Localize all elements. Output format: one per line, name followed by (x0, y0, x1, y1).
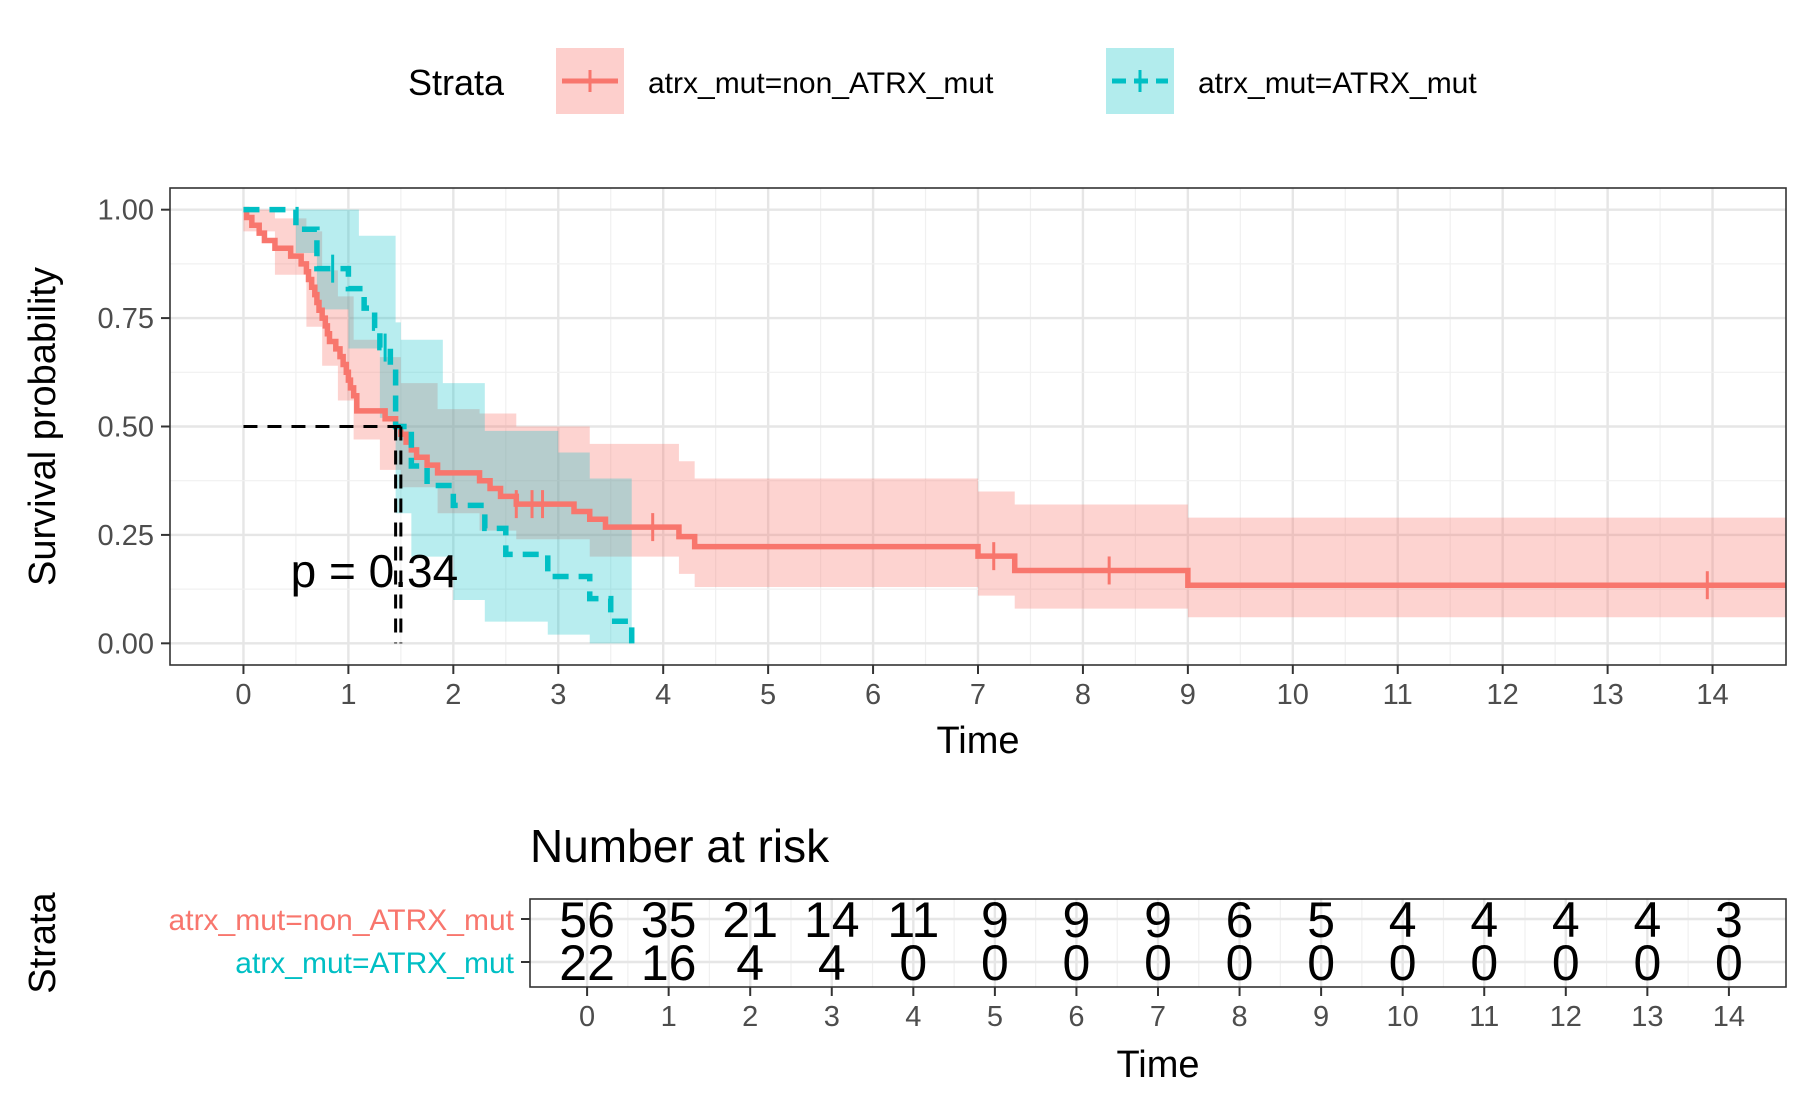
risk-table-x-axis-title: Time (1116, 1044, 1199, 1086)
risk-x-tick-label: 10 (1387, 1001, 1419, 1033)
risk-x-tick-label: 5 (987, 1001, 1003, 1033)
risk-x-tick-label: 8 (1231, 1001, 1247, 1033)
legend: Strata atrx_mut=non_ATRX_mut atrx_mut=AT… (408, 48, 1477, 114)
risk-cell: 5 (1307, 892, 1335, 948)
risk-cell: 0 (1552, 935, 1580, 991)
km-x-tick-label: 10 (1277, 679, 1309, 711)
risk-cell: 14 (804, 892, 860, 948)
risk-cell: 4 (1552, 892, 1580, 948)
risk-cell: 0 (1226, 935, 1254, 991)
risk-cell: 0 (1144, 935, 1172, 991)
risk-cell: 9 (1063, 892, 1091, 948)
km-y-tick-label: 0.75 (98, 303, 154, 335)
risk-cell: 4 (1633, 892, 1661, 948)
km-y-tick-label: 0.25 (98, 520, 154, 552)
median-survival-lines (243, 425, 403, 644)
risk-x-tick-label: 1 (661, 1001, 677, 1033)
risk-table-gridlines (530, 899, 1786, 987)
risk-cell: 0 (1063, 935, 1091, 991)
km-x-tick-label: 11 (1383, 679, 1413, 711)
km-x-tick-label: 5 (760, 679, 776, 711)
km-x-tick-label: 2 (445, 679, 461, 711)
p-value-annotation: p = 0.34 (291, 545, 459, 597)
risk-cell: 0 (981, 935, 1009, 991)
risk-cell: 9 (1144, 892, 1172, 948)
km-x-tick-label: 13 (1591, 679, 1623, 711)
risk-x-tick-label: 14 (1713, 1001, 1745, 1033)
risk-table: Number at risk 56 35 21 14 11 9 9 9 6 5 4 4 4 4 322 16 4… (22, 820, 1787, 1086)
km-confidence-bands (243, 209, 1786, 644)
risk-x-tick-label: 2 (742, 1001, 758, 1033)
km-x-tick-label: 12 (1487, 679, 1519, 711)
risk-cell: 0 (1307, 935, 1335, 991)
survival-curve-non-atrx (243, 206, 1786, 588)
risk-table-y-axis-title: Strata (22, 891, 64, 993)
km-x-tick-label: 7 (970, 679, 986, 711)
risk-table-x-axis: 0 1 2 3 4 5 6 7 8 9 10 11 12 13 14 (579, 987, 1745, 1033)
risk-x-tick-label: 0 (579, 1001, 595, 1033)
km-x-tick-label: 0 (235, 679, 251, 711)
risk-table-cells: 56 35 21 14 11 9 9 9 6 5 4 4 4 4 322 16 4 4 0 0 0 0 0 0 0 0 0 0 0 (559, 892, 1743, 991)
risk-cell: 0 (1389, 935, 1417, 991)
legend-label-non-atrx: atrx_mut=non_ATRX_mut (648, 67, 994, 100)
risk-cell: 0 (1633, 935, 1661, 991)
km-curves (243, 206, 1786, 644)
km-y-axis: 0.00 0.25 0.50 0.75 1.00 (98, 195, 170, 660)
risk-cell: 0 (1715, 935, 1743, 991)
km-x-tick-label: 9 (1180, 679, 1196, 711)
risk-cell: 4 (736, 935, 764, 991)
ci-band-atrx (243, 209, 632, 644)
risk-table-strata-axis: atrx_mut=non_ATRX_mut atrx_mut=ATRX_mut (169, 904, 530, 980)
risk-cell: 9 (981, 892, 1009, 948)
km-y-tick-label: 0.50 (98, 412, 154, 444)
risk-x-tick-label: 11 (1469, 1001, 1499, 1033)
km-y-tick-label: 1.00 (98, 195, 154, 227)
km-x-axis-title: Time (936, 720, 1019, 762)
km-x-tick-label: 4 (655, 679, 671, 711)
risk-table-title: Number at risk (530, 820, 830, 872)
km-x-tick-label: 3 (550, 679, 566, 711)
risk-cell: 4 (1470, 892, 1498, 948)
risk-x-tick-label: 9 (1313, 1001, 1329, 1033)
risk-cell: 35 (641, 892, 697, 948)
risk-cell: 11 (887, 892, 939, 948)
risk-cell: 0 (899, 935, 927, 991)
risk-x-tick-label: 6 (1068, 1001, 1084, 1033)
risk-cell: 0 (1470, 935, 1498, 991)
risk-x-tick-label: 7 (1150, 1001, 1166, 1033)
risk-strata-label: atrx_mut=non_ATRX_mut (169, 904, 515, 937)
km-x-tick-label: 8 (1075, 679, 1091, 711)
risk-cell: 22 (559, 935, 615, 991)
survival-curve-atrx (243, 206, 635, 644)
risk-cell: 56 (559, 892, 615, 948)
km-x-axis: 0 1 2 3 4 5 6 7 8 9 10 11 12 13 14 (235, 665, 1729, 711)
risk-cell: 3 (1715, 892, 1743, 948)
km-x-tick-label: 6 (865, 679, 881, 711)
risk-cell: 21 (722, 892, 778, 948)
km-plot-area: 0 1 2 3 4 5 6 7 8 9 10 11 12 13 14 0.000.250.500.751.0… (22, 187, 1787, 762)
risk-cell: 6 (1226, 892, 1254, 948)
km-y-tick-label: 0.00 (98, 628, 154, 660)
km-censor-marks (331, 254, 1709, 600)
km-x-tick-label: 1 (340, 679, 356, 711)
risk-x-tick-label: 12 (1550, 1001, 1582, 1033)
km-y-axis-title: Survival probability (22, 267, 64, 586)
risk-cell: 4 (1389, 892, 1417, 948)
ci-band-non-atrx (243, 209, 1786, 618)
risk-cell: 16 (641, 935, 697, 991)
risk-cell: 4 (818, 935, 846, 991)
legend-label-atrx: atrx_mut=ATRX_mut (1198, 67, 1477, 100)
risk-strata-label: atrx_mut=ATRX_mut (235, 947, 514, 980)
legend-title: Strata (408, 62, 505, 103)
km-x-tick-label: 14 (1696, 679, 1728, 711)
risk-x-tick-label: 13 (1631, 1001, 1663, 1033)
risk-x-tick-label: 3 (824, 1001, 840, 1033)
risk-x-tick-label: 4 (905, 1001, 921, 1033)
